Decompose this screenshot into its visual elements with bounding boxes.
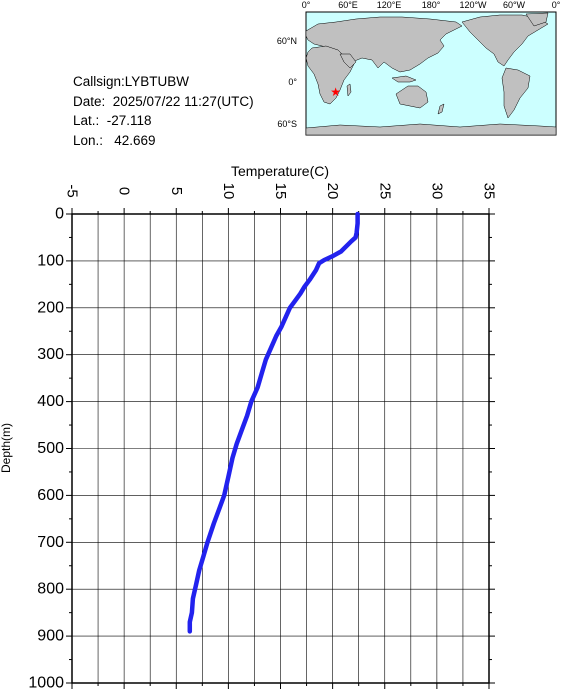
indonesia-landmass — [391, 75, 417, 83]
map-lat-label: 0° — [288, 77, 297, 87]
map-lat-label: 60°S — [277, 119, 297, 129]
x-tick-label: 5 — [168, 187, 185, 195]
x-tick-label: 0 — [116, 187, 133, 195]
map-lon-label: 120°E — [377, 0, 402, 10]
y-tick-label: 600 — [37, 487, 64, 504]
latitude-text: Lat.: -27.118 — [73, 113, 152, 128]
y-tick-label: 0 — [55, 206, 64, 223]
y-tick-label: 800 — [37, 581, 64, 598]
antarctica-landmass — [305, 123, 557, 136]
x-tick-label: 30 — [428, 183, 445, 200]
x-tick-label: 20 — [324, 183, 341, 200]
y-tick-label: 1000 — [28, 675, 64, 690]
arabia-landmass — [339, 53, 357, 69]
y-tick-label: 200 — [37, 299, 64, 316]
map-lon-label: 0° — [552, 0, 561, 10]
plot-frame — [71, 213, 490, 684]
callsign-text: Callsign:LYBTUBW — [73, 74, 190, 89]
y-tick-label: 700 — [37, 534, 64, 551]
newzealand-landmass — [437, 103, 445, 115]
map-land — [305, 12, 557, 136]
y-tick-labels: 0 100 200 300 400 500 600 700 800 900 1000 — [28, 206, 64, 690]
temperature-profile-line — [187, 211, 360, 634]
greenland-landmass — [525, 12, 549, 27]
map-axis-labels: 0° 60°E 120°E 180° 120°W 60°W 0° 60°N 0°… — [277, 0, 561, 129]
x-tick-labels: -5 0 5 10 15 20 25 30 35 — [64, 183, 498, 200]
map-lon-label: 0° — [302, 0, 311, 10]
cast-info: Callsign:LYBTUBW Date: 2025/07/22 11:27(… — [73, 72, 254, 150]
longitude-text: Lon.: 42.669 — [73, 132, 156, 148]
x-tick-label: 10 — [220, 183, 237, 200]
australia-landmass — [395, 85, 429, 109]
station-star-icon: ★ — [330, 85, 341, 99]
y-tick-label: 900 — [37, 628, 64, 645]
madagascar-landmass — [346, 83, 352, 97]
south-america-landmass — [501, 67, 531, 119]
y-tick-label: 100 — [37, 252, 64, 269]
date-text: Date: 2025/07/22 11:27(UTC) — [73, 93, 254, 109]
x-tick-label: 35 — [481, 183, 498, 200]
map-lon-label: 180° — [422, 0, 441, 10]
y-tick-label: 300 — [37, 346, 64, 363]
x-axis-label: Temperature(C) — [231, 163, 329, 179]
map-lat-label: 60°N — [277, 36, 297, 46]
north-america-landmass — [461, 14, 549, 67]
x-tick-label: 25 — [376, 183, 393, 200]
y-tick-label: 500 — [37, 440, 64, 457]
y-tick-label: 400 — [37, 393, 64, 410]
map-lon-label: 60°E — [338, 0, 358, 10]
world-map: 0° 60°E 120°E 180° 120°W 60°W 0° 60°N 0°… — [277, 0, 561, 136]
map-lon-label: 120°W — [459, 0, 487, 10]
x-tick-label: -5 — [64, 184, 81, 197]
y-axis-label: Depth(m) — [0, 423, 13, 473]
x-tick-label: 15 — [272, 183, 289, 200]
chart-grid — [71, 213, 490, 684]
map-lon-label: 60°W — [503, 0, 526, 10]
